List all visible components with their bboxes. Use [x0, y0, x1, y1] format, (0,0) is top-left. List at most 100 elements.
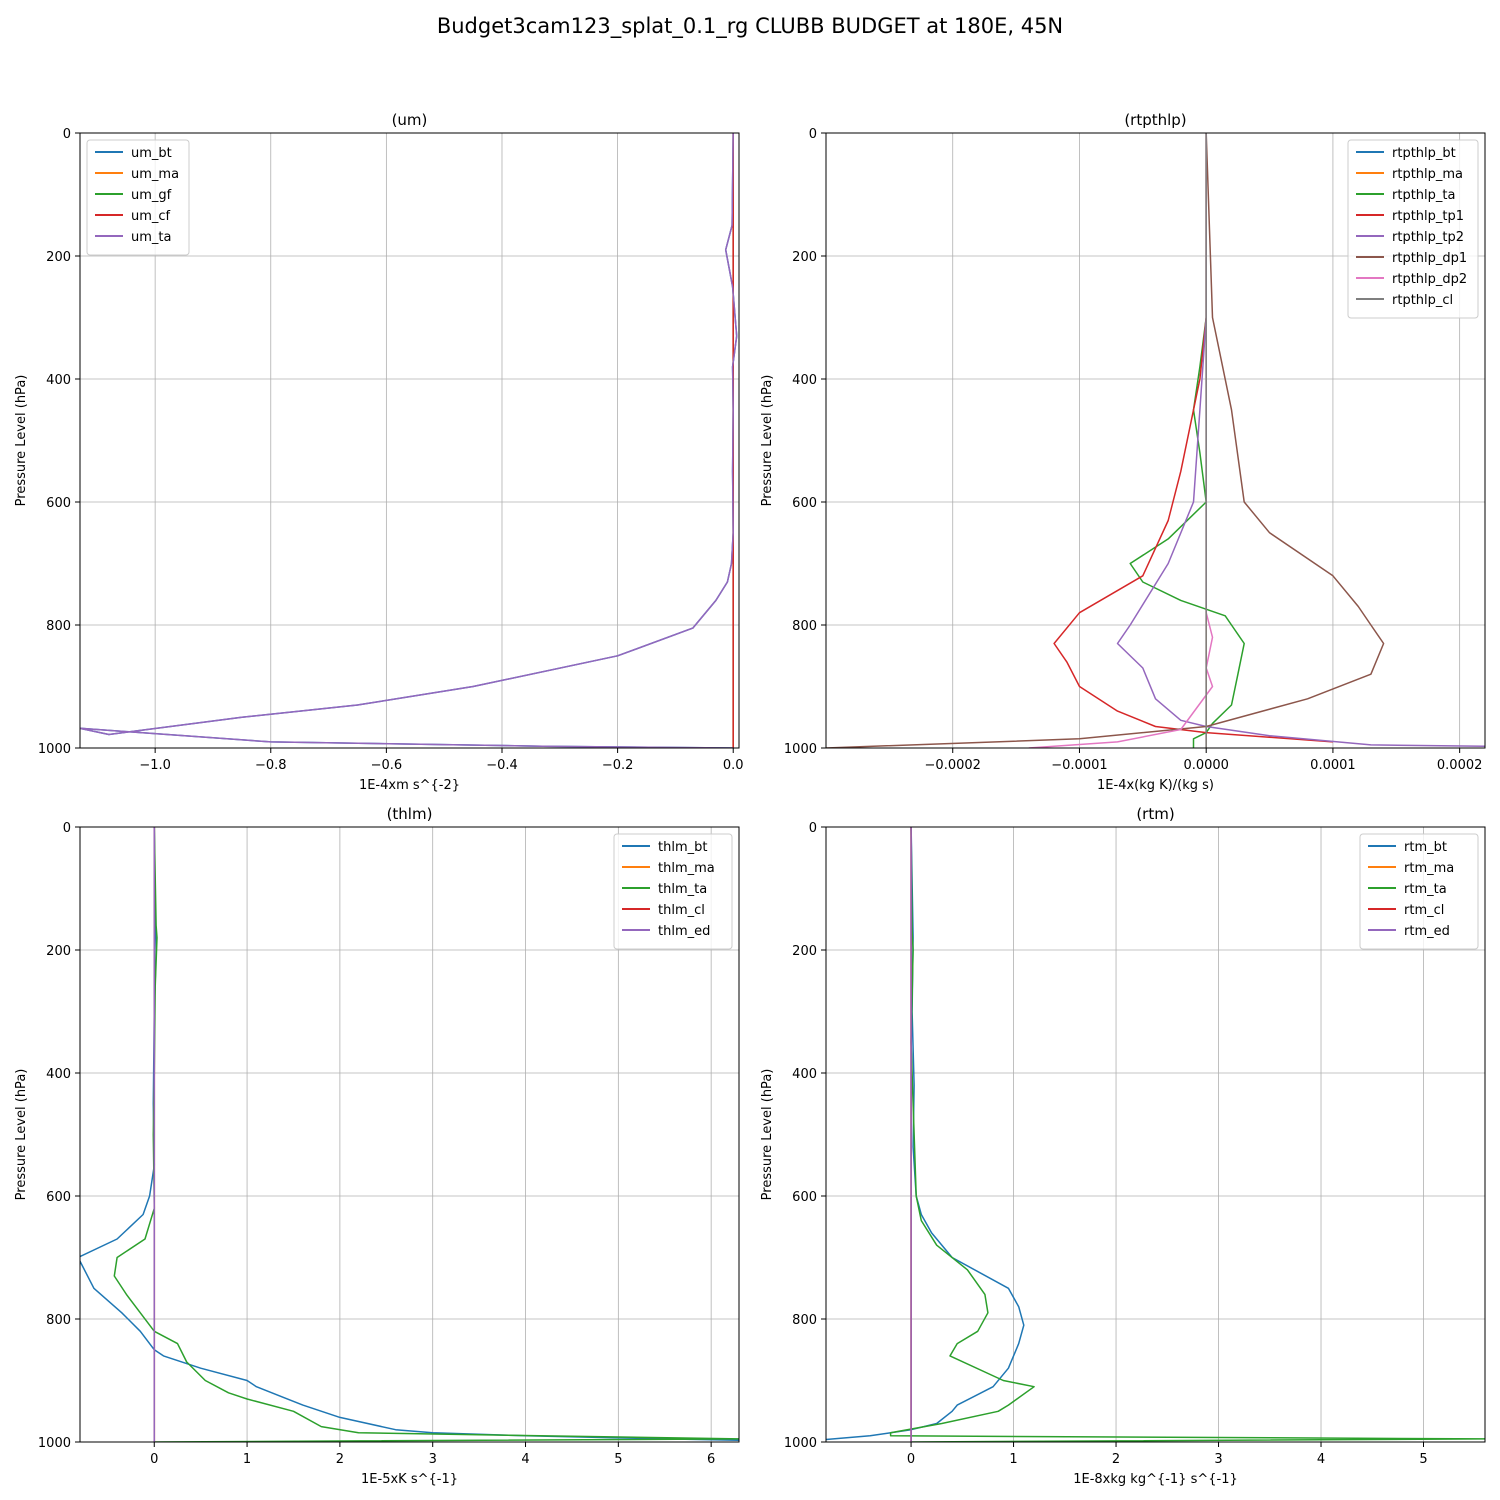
- y-tick-label: 0: [63, 821, 71, 836]
- grid: [80, 132, 739, 749]
- axes-frame: [79, 826, 740, 1443]
- x-tick-label: 4: [1317, 1452, 1325, 1467]
- x-tick-label: −0.6: [371, 758, 403, 773]
- x-tick-label: 0.0001: [1310, 758, 1356, 773]
- x-tick-label: −0.0002: [925, 758, 981, 773]
- legend-label-rtm_cl: rtm_cl: [1404, 903, 1444, 918]
- y-tick-label: 800: [792, 1313, 817, 1328]
- legend-label-rtpthlp_ma: rtpthlp_ma: [1392, 167, 1463, 182]
- legend-label-rtpthlp_tp2: rtpthlp_tp2: [1392, 230, 1464, 245]
- x-tick-label: 2: [1112, 1452, 1120, 1467]
- y-axis-label: Pressure Level (hPa): [14, 1069, 29, 1201]
- axes-frame: [825, 132, 1486, 749]
- legend-label-um_cf: um_cf: [131, 209, 171, 224]
- y-tick-label: 200: [792, 944, 817, 959]
- y-tick-label: 1000: [784, 1436, 817, 1451]
- legend: um_bt um_ma um_gf um_cf um_ta: [86, 139, 190, 256]
- y-tick-label: 800: [46, 619, 71, 634]
- x-axis-label: 1E-8xkg kg^{-1} s^{-1}: [1073, 1472, 1238, 1487]
- x-tick-label: 0.0: [723, 758, 744, 773]
- y-tick-label: 200: [46, 250, 71, 265]
- subplot-rtpthlp: −0.0002 −0.0001 0.0000 0.0001 0.0002 0 200 400 6…: [760, 111, 1486, 793]
- x-tick-label: 5: [614, 1452, 622, 1467]
- y-axis-label: Pressure Level (hPa): [14, 375, 29, 507]
- legend-label-thlm_ma: thlm_ma: [658, 861, 715, 876]
- x-tick-label: 6: [707, 1452, 715, 1467]
- legend-label-rtpthlp_dp1: rtpthlp_dp1: [1392, 251, 1467, 266]
- legend-label-thlm_ed: thlm_ed: [658, 924, 710, 939]
- x-tick-label: 1: [243, 1452, 251, 1467]
- series-line-rtpthlp_dp2: [1028, 133, 1214, 748]
- subplot-rtm: 0 1 2 3 4 5 0 200 400 600 800 1000 (rtm) 1E-8xkg kg^{…: [760, 805, 1486, 1487]
- y-tick-label: 1000: [38, 1436, 71, 1451]
- x-axis-label: 1E-4x(kg K)/(kg s): [1097, 778, 1214, 793]
- legend-label-thlm_cl: thlm_cl: [658, 903, 705, 918]
- legend-box: [1359, 833, 1479, 950]
- legend: rtm_bt rtm_ma rtm_ta rtm_cl rtm_ed: [1359, 833, 1479, 950]
- legend-label-rtm_bt: rtm_bt: [1404, 840, 1447, 855]
- y-tick-label: 400: [46, 1067, 71, 1082]
- legend-label-um_ma: um_ma: [131, 167, 179, 182]
- legend-label-rtm_ta: rtm_ta: [1404, 882, 1447, 897]
- y-axis-label: Pressure Level (hPa): [760, 375, 775, 507]
- legend-label-um_ta: um_ta: [131, 230, 171, 245]
- y-axis-label: Pressure Level (hPa): [760, 1069, 775, 1201]
- legend-label-um_gf: um_gf: [131, 188, 172, 203]
- series-line-rtpthlp_tp1: [1053, 133, 1333, 743]
- y-tick-label: 0: [809, 821, 817, 836]
- x-tick-label: −0.0001: [1051, 758, 1107, 773]
- y-tick-label: 600: [792, 496, 817, 511]
- series-line-rtpthlp_dp1: [826, 133, 1385, 748]
- legend-box: [613, 833, 733, 950]
- series-group: [826, 133, 1485, 748]
- x-tick-label: 4: [521, 1452, 529, 1467]
- x-tick-label: −1.0: [139, 758, 171, 773]
- subplot-title: (rtm): [1136, 805, 1174, 823]
- legend-label-rtpthlp_dp2: rtpthlp_dp2: [1392, 272, 1467, 287]
- y-tick-label: 1000: [38, 742, 71, 757]
- subplot-title: (um): [392, 111, 428, 129]
- y-tick-label: 800: [46, 1313, 71, 1328]
- x-tick-label: 0: [907, 1452, 915, 1467]
- legend-box: [1347, 139, 1479, 319]
- axes-frame: [79, 132, 740, 749]
- series-line-um_ta: [80, 133, 738, 748]
- y-tick-label: 400: [792, 1067, 817, 1082]
- legend-label-rtpthlp_bt: rtpthlp_bt: [1392, 146, 1456, 161]
- x-tick-label: −0.8: [255, 758, 287, 773]
- x-tick-label: −0.4: [486, 758, 518, 773]
- legend: rtpthlp_bt rtpthlp_ma rtpthlp_ta rtpthlp_tp…: [1347, 139, 1479, 319]
- x-tick-label: 0.0000: [1183, 758, 1229, 773]
- legend-label-rtpthlp_cl: rtpthlp_cl: [1392, 293, 1453, 308]
- series-line-rtm_ta: [889, 827, 1485, 1442]
- x-tick-label: 5: [1419, 1452, 1427, 1467]
- legend-label-rtpthlp_ta: rtpthlp_ta: [1392, 188, 1455, 203]
- subplot-thlm: 0 1 2 3 4 5 6 0 200 400 600 800 1000 (thlm) 1E-5xK s^{…: [14, 805, 740, 1487]
- legend-label-rtm_ma: rtm_ma: [1404, 861, 1454, 876]
- y-tick-label: 0: [63, 127, 71, 142]
- y-tick-label: 800: [792, 619, 817, 634]
- y-tick-label: 200: [792, 250, 817, 265]
- series-line-rtm_bt: [826, 827, 1025, 1441]
- y-tick-label: 400: [46, 373, 71, 388]
- legend-label-rtm_ed: rtm_ed: [1404, 924, 1450, 939]
- figure-title: Budget3cam123_splat_0.1_rg CLUBB BUDGET …: [436, 14, 1064, 38]
- y-tick-label: 600: [792, 1190, 817, 1205]
- x-tick-label: 0.0002: [1437, 758, 1483, 773]
- series-line-rtpthlp_tp2: [1116, 133, 1485, 747]
- y-tick-label: 1000: [784, 742, 817, 757]
- y-tick-label: 0: [809, 127, 817, 142]
- y-tick-label: 600: [46, 496, 71, 511]
- series-group: [80, 133, 738, 748]
- axes-frame: [825, 826, 1486, 1443]
- x-tick-label: 3: [1214, 1452, 1222, 1467]
- y-tick-label: 200: [46, 944, 71, 959]
- x-tick-label: 0: [150, 1452, 158, 1467]
- x-tick-label: −0.2: [602, 758, 634, 773]
- series-group: [80, 827, 739, 1442]
- x-axis-label: 1E-5xK s^{-1}: [361, 1472, 458, 1487]
- subplot-title: (rtpthlp): [1124, 111, 1186, 129]
- x-tick-label: 3: [429, 1452, 437, 1467]
- legend-label-thlm_bt: thlm_bt: [658, 840, 707, 855]
